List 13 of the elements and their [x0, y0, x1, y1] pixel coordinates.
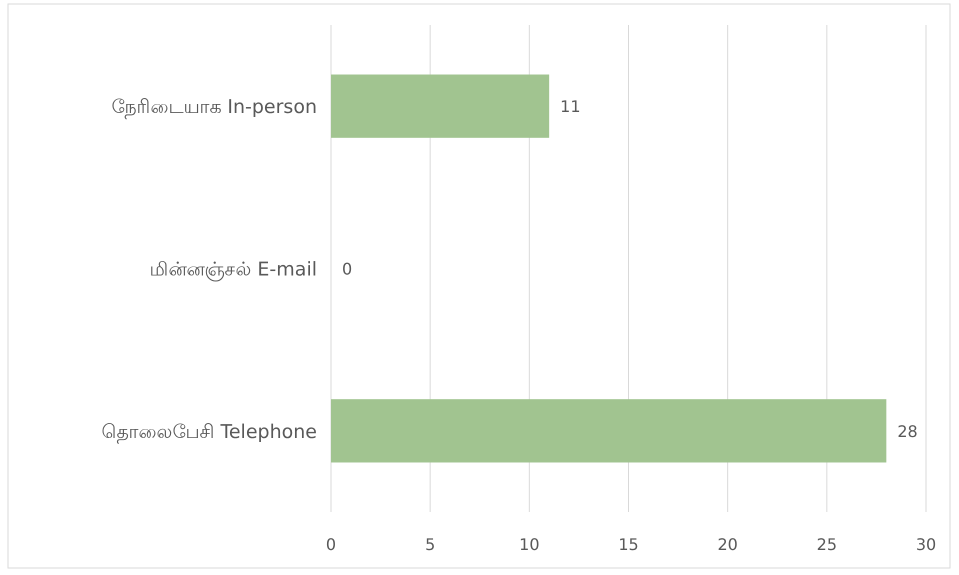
x-tick-label: 25	[816, 535, 838, 554]
y-tick-label: நேரிடையாக In-person	[111, 96, 317, 120]
data-label: 11	[560, 97, 581, 116]
x-tick-label: 10	[519, 535, 540, 554]
x-tick-label: 20	[717, 535, 738, 554]
data-label: 28	[897, 422, 918, 441]
y-tick-label: தொலைபேசி Telephone	[101, 420, 317, 444]
x-tick-label: 0	[326, 535, 336, 554]
x-tick-label: 30	[916, 535, 936, 554]
data-label: 0	[342, 260, 352, 278]
x-tick-label: 15	[618, 535, 639, 554]
y-tick-label: மின்னஞ்சல் E-mail	[149, 258, 317, 282]
x-tick-label: 5	[425, 535, 436, 554]
